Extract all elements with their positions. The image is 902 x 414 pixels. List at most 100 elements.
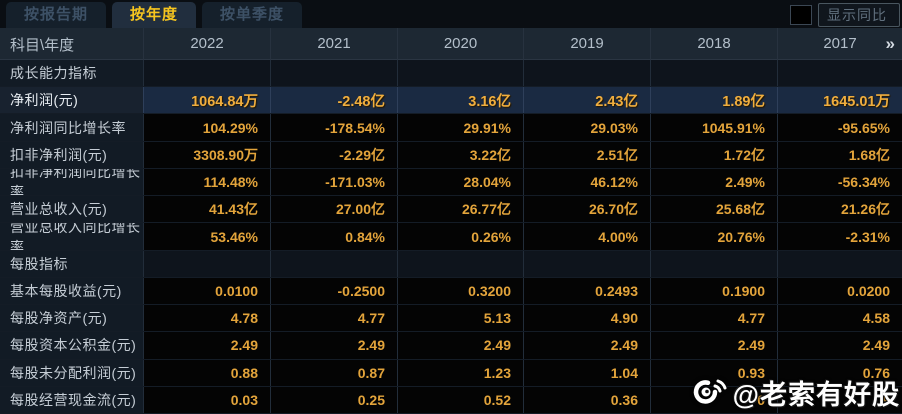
cell-value: 26.70亿 [523,196,650,223]
cell-value: 1.23 [397,359,523,386]
table-row: 扣非净利润同比增长率 114.48% -171.03% 28.04% 46.12% 2.4… [0,168,902,197]
row-label: 营业总收入同比增长率 [0,223,143,250]
cell-value: 3.16亿 [397,87,523,114]
cell-value [270,60,397,87]
table-row: 基本每股收益(元) 0.0100 -0.2500 0.3200 0.2493 0.1900… [0,277,902,306]
cell-value: -2.31% [777,223,902,250]
cell-value: 0.88 [143,359,270,386]
cell-value: -0.2500 [270,277,397,305]
cell-value: 0.76 [777,359,902,386]
tab-by-report-period[interactable]: 按报告期 [6,2,107,28]
cell-value: 27.00亿 [270,196,397,223]
cell-value [143,60,270,87]
table-row: 净利润(元) 1064.84万 -2.48亿 3.16亿 2.43亿 1.89亿 1645.… [0,87,902,115]
table-row: 每股未分配利润(元) 0.88 0.87 1.23 1.04 0.93 0.76 [0,359,902,387]
cell-value: 41.43亿 [143,196,270,223]
table-row: 营业总收入同比增长率 53.46% 0.84% 0.26% 4.00% 20.76% -2.… [0,223,902,251]
table-body: 成长能力指标 净利润(元) 1064.84万 -2.48亿 3.16亿 2.43亿 1.89… [0,60,902,414]
tab-by-year[interactable]: 按年度 [112,2,197,28]
row-label: 每股指标 [0,250,143,277]
cell-value: 29.03% [523,114,650,141]
cell-value: 3.22亿 [397,141,523,168]
cell-value: -56.34% [777,168,902,196]
table-row: 扣非净利润(元) 3308.90万 -2.29亿 3.22亿 2.51亿 1.72亿 1.6… [0,141,902,169]
cell-value: 3308.90万 [143,141,270,168]
row-label: 基本每股收益(元) [0,277,143,305]
row-label: 成长能力指标 [0,60,143,87]
cell-value: 0.36 [523,386,650,414]
cell-value: 4.00% [523,223,650,250]
table-row: 每股资本公积金(元) 2.49 2.49 2.49 2.49 2.49 2.49 [0,332,902,360]
cell-value: 2.43亿 [523,87,650,114]
table-row: 营业总收入(元) 41.43亿 27.00亿 26.77亿 26.70亿 25.68亿 21… [0,196,902,224]
cell-value [650,60,777,87]
cell-value: 9 [777,386,902,414]
cell-value: 26.77亿 [397,196,523,223]
row-label: 每股未分配利润(元) [0,359,143,386]
cell-value: -2.48亿 [270,87,397,114]
cell-value: 25.68亿 [650,196,777,223]
cell-value: -178.54% [270,114,397,141]
section-row: 每股指标 [0,250,902,278]
row-label: 扣非净利润(元) [0,141,143,168]
cell-value [523,60,650,87]
cell-value: 114.48% [143,168,270,196]
cell-value: 104.29% [143,114,270,141]
cell-value: 0.2493 [523,277,650,305]
show-yoy-control: 显示同比 [790,3,900,27]
cell-value: 2.49 [650,332,777,359]
cell-value: 0.87 [270,359,397,386]
cell-value: 1064.84万 [143,87,270,114]
cell-value: 0.84% [270,223,397,250]
cell-value: 0.93 [650,359,777,386]
cell-value [397,250,523,277]
cell-value: 1.68亿 [777,141,902,168]
cell-value: 4.77 [270,305,397,332]
more-years-icon[interactable]: » [885,34,895,53]
cell-value: 0.0100 [143,277,270,305]
cell-value: 0 [650,386,777,414]
cell-value: 4.78 [143,305,270,332]
show-yoy-label[interactable]: 显示同比 [818,3,900,27]
table-row: 净利润同比增长率 104.29% -178.54% 29.91% 29.03% 1045.… [0,114,902,142]
cell-value [523,250,650,277]
cell-value: -95.65% [777,114,902,141]
cell-value: 0.3200 [397,277,523,305]
year-header-2017[interactable]: 2017» [777,28,902,60]
tab-by-single-quarter[interactable]: 按单季度 [202,2,303,28]
cell-value: 46.12% [523,168,650,196]
cell-value: 2.49 [777,332,902,359]
year-header-2020[interactable]: 2020 [397,28,523,60]
row-label: 每股资本公积金(元) [0,332,143,359]
cell-value: 53.46% [143,223,270,250]
cell-value: 20.76% [650,223,777,250]
cell-value: 2.49 [143,332,270,359]
cell-value: 0.1900 [650,277,777,305]
cell-value: -171.03% [270,168,397,196]
cell-value: 0.26% [397,223,523,250]
corner-header-cell: 科目\年度 [10,36,75,54]
cell-value: 1045.91% [650,114,777,141]
cell-value: 4.58 [777,305,902,332]
cell-value: 4.77 [650,305,777,332]
cell-value: 2.49 [523,332,650,359]
cell-value: 0.25 [270,386,397,414]
row-label: 净利润(元) [0,87,143,114]
show-yoy-checkbox[interactable] [790,5,812,25]
year-header-2021[interactable]: 2021 [270,28,397,60]
cell-value: 5.13 [397,305,523,332]
row-label: 营业总收入(元) [0,196,143,223]
cell-value: 1645.01万 [777,87,902,114]
cell-value [777,250,902,277]
cell-value [397,60,523,87]
year-header-2022[interactable]: 2022 [143,28,270,60]
year-header-2018[interactable]: 2018 [650,28,777,60]
row-label: 净利润同比增长率 [0,114,143,141]
cell-value: 1.89亿 [650,87,777,114]
cell-value: 4.90 [523,305,650,332]
table-row: 每股经营现金流(元) 0.03 0.25 0.52 0.36 0 9 [0,386,902,414]
year-header-2019[interactable]: 2019 [523,28,650,60]
cell-value: 0.03 [143,386,270,414]
cell-value: 2.49% [650,168,777,196]
row-label: 每股经营现金流(元) [0,386,143,414]
